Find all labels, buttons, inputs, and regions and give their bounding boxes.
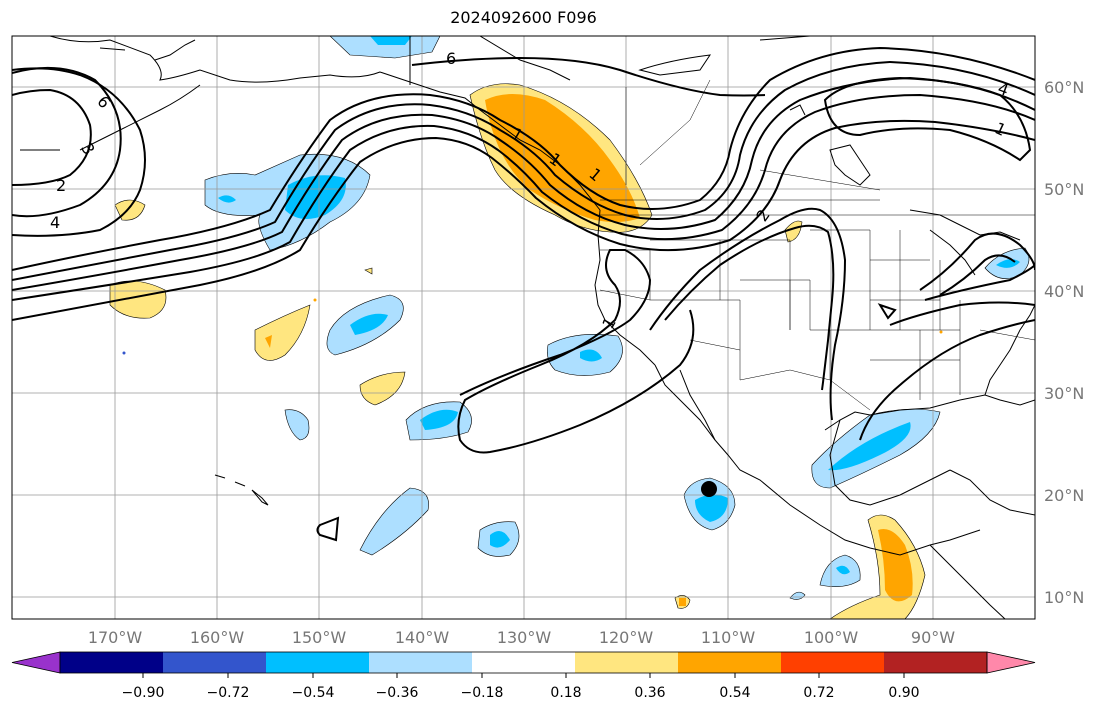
colorbar-tick-label: −0.90 (122, 685, 165, 701)
contour-lines (12, 46, 1035, 542)
colorbar-segment (369, 652, 473, 673)
colorbar-tick-label: 0.54 (719, 685, 750, 701)
lat-label: 50°N (1044, 180, 1084, 199)
colorbar-tick-marks (142, 673, 905, 678)
colorbar-extend-high (986, 651, 1036, 674)
colorbar-ticks: −0.90 −0.72 −0.54 −0.36 −0.18 0.18 0.36 … (122, 685, 920, 701)
colorbar-segments (11, 651, 1036, 674)
lat-label: 40°N (1044, 282, 1084, 301)
colorbar: −0.90 −0.72 −0.54 −0.36 −0.18 0.18 0.36 … (11, 651, 1036, 701)
lat-label: 10°N (1044, 588, 1084, 607)
small-anomaly-dot (313, 298, 317, 302)
contour-label: 4 (50, 213, 60, 232)
lon-label: 90°W (911, 628, 955, 647)
colorbar-tick-label: −0.72 (207, 685, 250, 701)
map-frame (11, 35, 1036, 620)
contour-label-group: 6 6 3 2 4 1 1 1 2 1 1 4 (50, 49, 1011, 332)
colorbar-tick-label: −0.54 (292, 685, 335, 701)
colorbar-frame (59, 651, 988, 674)
contour-label: 6 (446, 49, 456, 68)
lon-label: 160°W (190, 628, 245, 647)
colorbar-segment (575, 652, 679, 673)
colorbar-tick-label: −0.36 (376, 685, 419, 701)
lat-label: 30°N (1044, 384, 1084, 403)
colorbar-segment (884, 652, 988, 673)
small-anomaly-dot (939, 330, 943, 334)
storm-center-marker (701, 481, 717, 497)
latitude-labels: 60°N 50°N 40°N 30°N 20°N 10°N (1044, 78, 1084, 607)
lon-label: 150°W (292, 628, 347, 647)
small-anomaly-dot (122, 351, 126, 355)
colorbar-tick-label: −0.18 (461, 685, 504, 701)
colorbar-segment (60, 652, 164, 673)
lat-label: 60°N (1044, 78, 1084, 97)
colorbar-segment (472, 652, 576, 673)
colorbar-tick-label: 0.72 (803, 685, 834, 701)
negative-anomaly-core (218, 36, 1020, 575)
map-title: 2024092600 F096 (450, 8, 597, 27)
lon-label: 120°W (599, 628, 654, 647)
colorbar-segment (678, 652, 782, 673)
anomaly-shading (109, 36, 1030, 619)
lon-label: 130°W (497, 628, 552, 647)
lat-label: 20°N (1044, 486, 1084, 505)
colorbar-segment (781, 652, 885, 673)
contour-label: 2 (56, 176, 66, 195)
lon-label: 100°W (804, 628, 859, 647)
colorbar-segment (266, 652, 370, 673)
colorbar-tick-label: 0.36 (634, 685, 665, 701)
lon-label: 110°W (701, 628, 756, 647)
coastlines (20, 36, 1035, 619)
colorbar-tick-label: 0.90 (888, 685, 919, 701)
colorbar-segment (163, 652, 267, 673)
colorbar-tick-label: 0.18 (550, 685, 581, 701)
colorbar-extend-low (11, 651, 61, 674)
lon-label: 170°W (88, 628, 143, 647)
longitude-labels: 170°W 160°W 150°W 140°W 130°W 120°W 110°… (88, 628, 955, 647)
graticule (12, 36, 1035, 619)
lon-label: 140°W (395, 628, 450, 647)
